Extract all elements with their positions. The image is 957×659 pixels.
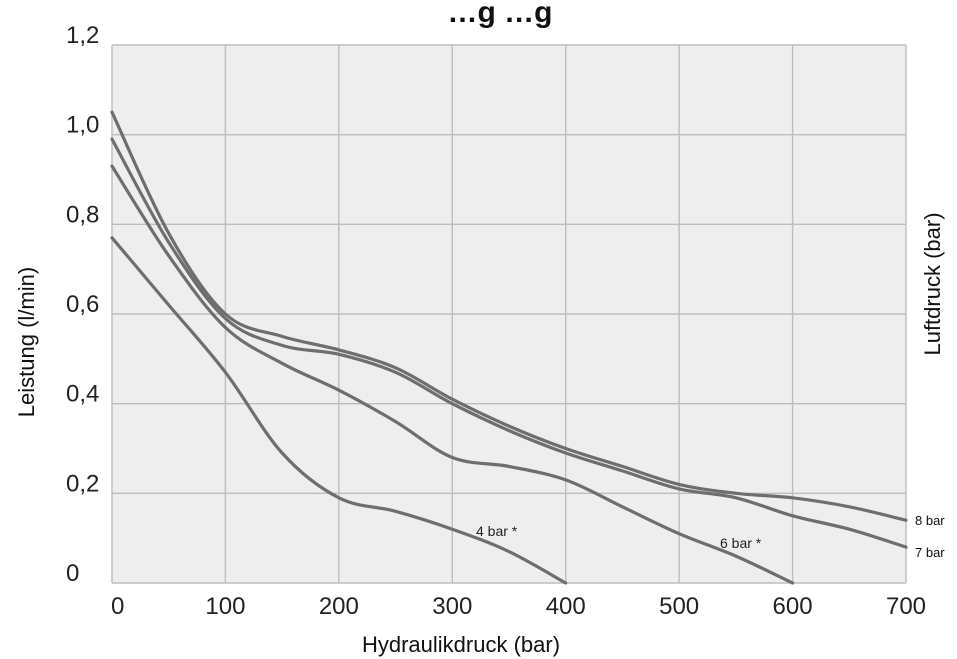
x-tick-label: 500 xyxy=(659,593,699,620)
series-lines xyxy=(110,110,908,585)
x-axis-label: Hydraulikdruck (bar) xyxy=(362,632,560,657)
series-label-6-bar: 6 bar * xyxy=(720,535,762,551)
x-tick-label: 200 xyxy=(319,593,359,620)
y-tick-label: 0,6 xyxy=(66,291,99,318)
series-line-6-bar xyxy=(110,164,795,585)
y-tick-label: 0 xyxy=(66,560,79,587)
y-axis-right-label: Luftdruck (bar) xyxy=(920,212,945,355)
grid xyxy=(111,44,907,584)
x-tick-label: 700 xyxy=(886,593,926,620)
x-tick-label: 400 xyxy=(546,593,586,620)
y-tick-label: 1,0 xyxy=(66,112,99,139)
x-tick-label: 300 xyxy=(432,593,472,620)
series-label-7-bar: 7 bar xyxy=(915,545,945,560)
y-tick-label: 0,8 xyxy=(66,201,99,228)
x-tick-label: 100 xyxy=(205,593,245,620)
series-line-8-bar xyxy=(110,110,908,522)
series-line-7-bar xyxy=(110,137,908,549)
series-labels: 4 bar * 6 bar * 7 bar 8 bar xyxy=(476,513,945,560)
series-label-4-bar: 4 bar * xyxy=(476,523,518,539)
y-tick-label: 1,2 xyxy=(66,22,99,49)
y-tick-label: 0,4 xyxy=(66,381,99,408)
x-tick-label: 0 xyxy=(111,593,124,620)
series-line-4-bar xyxy=(110,236,568,585)
series-label-8-bar: 8 bar xyxy=(915,513,945,528)
chart-title: …g …g xyxy=(448,0,553,29)
x-tick-label: 600 xyxy=(773,593,813,620)
y-axis-ticks: 0 0,2 0,4 0,6 0,8 1,0 1,2 xyxy=(66,22,99,587)
x-axis-ticks: 0 100 200 300 400 500 600 700 xyxy=(111,593,926,620)
y-tick-label: 0,2 xyxy=(66,470,99,497)
y-axis-label: Leistung (l/min) xyxy=(14,267,39,417)
